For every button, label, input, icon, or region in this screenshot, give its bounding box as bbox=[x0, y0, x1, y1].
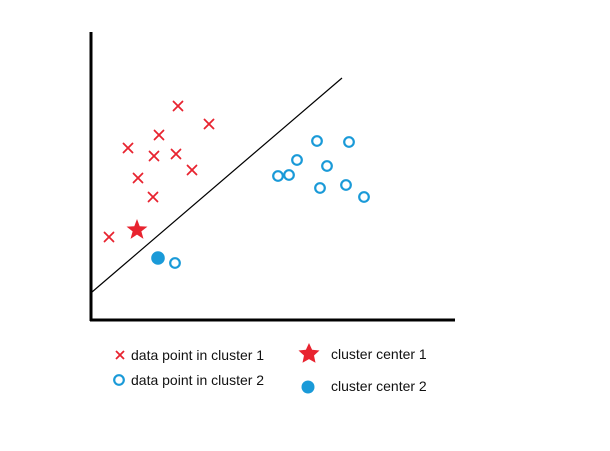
cluster2-point bbox=[340, 179, 352, 191]
legend-label-cluster2-center: cluster center 2 bbox=[331, 378, 427, 394]
cluster-center-2-dot bbox=[151, 251, 165, 265]
legend-item-cluster1-point: data point in cluster 1 bbox=[115, 347, 264, 363]
cluster2-point bbox=[272, 170, 284, 182]
legend-label-cluster1-center: cluster center 1 bbox=[331, 346, 427, 362]
cluster2-point bbox=[314, 182, 326, 194]
cluster1-point bbox=[147, 191, 159, 203]
cluster2-point bbox=[358, 191, 370, 203]
cluster2-point bbox=[321, 160, 333, 172]
legend-label-cluster1-point: data point in cluster 1 bbox=[131, 347, 264, 363]
cluster1-point bbox=[203, 118, 215, 130]
cluster2-point bbox=[169, 257, 181, 269]
legend-item-cluster1-center: cluster center 1 bbox=[298, 343, 427, 363]
data-points-layer bbox=[103, 100, 370, 269]
cluster2-point bbox=[291, 154, 303, 166]
cluster2-point bbox=[343, 136, 355, 148]
cluster1-point bbox=[186, 164, 198, 176]
decision-boundary-line bbox=[91, 77, 343, 293]
legend-label-cluster2-point: data point in cluster 2 bbox=[131, 372, 264, 388]
cluster1-point bbox=[103, 231, 115, 243]
cluster1-point bbox=[153, 129, 165, 141]
x-marker-icon bbox=[115, 350, 125, 360]
legend: data point in cluster 1 data point in cl… bbox=[113, 343, 427, 394]
cluster1-point bbox=[172, 100, 184, 112]
star-icon bbox=[298, 343, 320, 363]
cluster2-point bbox=[283, 169, 295, 181]
cluster1-point bbox=[148, 150, 160, 162]
legend-item-cluster2-point: data point in cluster 2 bbox=[113, 372, 264, 388]
cluster2-point bbox=[311, 135, 323, 147]
cluster1-point bbox=[170, 148, 182, 160]
cluster-center-1-star bbox=[126, 219, 148, 239]
cluster1-point bbox=[122, 142, 134, 154]
legend-item-cluster2-center: cluster center 2 bbox=[301, 378, 427, 394]
cluster1-point bbox=[132, 172, 144, 184]
hollow-circle-icon bbox=[113, 374, 125, 386]
filled-circle-icon bbox=[301, 380, 315, 394]
